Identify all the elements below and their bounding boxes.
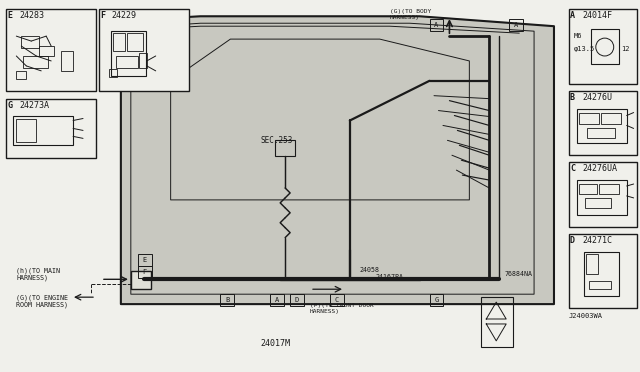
Bar (579, 184, 596, 194)
Bar (601, 113, 621, 125)
Bar (131, 271, 151, 289)
Text: 24271C: 24271C (583, 235, 613, 245)
Text: (G)(TO ENGINE
ROOM HARNESS): (G)(TO ENGINE ROOM HARNESS) (17, 294, 68, 308)
Bar (509, 19, 523, 31)
Bar (21, 36, 39, 48)
Text: φ13.5: φ13.5 (574, 46, 595, 52)
Text: A: A (275, 297, 279, 303)
Bar (591, 29, 619, 64)
Bar (599, 184, 619, 194)
Text: F: F (143, 269, 147, 275)
Text: 24276UA: 24276UA (583, 164, 618, 173)
Bar (270, 294, 284, 306)
Bar (127, 33, 143, 51)
Text: G: G (435, 297, 438, 303)
Bar (17, 119, 36, 142)
Bar (584, 251, 619, 296)
Text: 24167PA: 24167PA (376, 274, 404, 280)
Bar (116, 56, 138, 68)
Bar (429, 19, 444, 31)
Text: 24017M: 24017M (260, 339, 290, 348)
Bar (579, 113, 599, 125)
Text: J24003WA: J24003WA (569, 313, 603, 319)
Text: A: A (570, 11, 575, 20)
Text: M6: M6 (574, 33, 582, 39)
Text: 24273A: 24273A (19, 101, 49, 110)
Text: B: B (570, 93, 575, 102)
Text: E: E (143, 257, 147, 263)
Text: F: F (100, 11, 105, 20)
Text: (h)(TO MAIN
HARNESS): (h)(TO MAIN HARNESS) (17, 267, 60, 281)
Text: A: A (435, 22, 438, 28)
Bar (569, 91, 637, 155)
Bar (589, 281, 611, 289)
Bar (587, 128, 614, 138)
Text: 24058: 24058 (360, 267, 380, 273)
Bar (23, 56, 48, 68)
Bar (139, 53, 147, 68)
Text: 24283: 24283 (19, 11, 44, 20)
Bar (290, 294, 304, 306)
Bar (6, 99, 96, 158)
Text: A: A (514, 22, 518, 28)
Text: E: E (8, 11, 12, 20)
Bar (330, 294, 344, 306)
Bar (429, 294, 444, 306)
Bar (586, 254, 598, 274)
Bar (13, 116, 73, 145)
Bar (585, 198, 611, 208)
Text: D: D (295, 297, 300, 303)
Bar (481, 297, 513, 347)
Text: 24014F: 24014F (583, 11, 613, 20)
Bar (138, 266, 152, 278)
Polygon shape (121, 16, 554, 304)
Text: C: C (570, 164, 575, 173)
Bar (113, 33, 125, 51)
Bar (569, 234, 637, 308)
Bar (577, 109, 627, 143)
Text: B: B (225, 297, 230, 303)
Text: G: G (8, 101, 12, 110)
Text: 24229: 24229 (112, 11, 137, 20)
Bar (109, 69, 117, 77)
Bar (6, 9, 96, 91)
Bar (569, 9, 637, 84)
Bar (138, 254, 152, 266)
Bar (17, 71, 26, 79)
Text: 12: 12 (621, 46, 629, 52)
Bar (99, 9, 189, 91)
Bar (111, 31, 146, 76)
Text: 76884NA: 76884NA (504, 271, 532, 278)
Text: D: D (570, 235, 575, 245)
Text: C: C (335, 297, 339, 303)
Text: SEC.253: SEC.253 (261, 137, 293, 145)
Text: 24276U: 24276U (583, 93, 613, 102)
Bar (61, 51, 73, 71)
Bar (220, 294, 234, 306)
Bar (569, 162, 637, 227)
Text: (G)(TO BODY
HARNESS): (G)(TO BODY HARNESS) (390, 9, 431, 20)
Bar (577, 180, 627, 215)
Bar (39, 46, 54, 56)
Bar (275, 140, 295, 156)
Text: (P)(TO FRONT DOOR
HARNESS): (P)(TO FRONT DOOR HARNESS) (310, 303, 374, 314)
